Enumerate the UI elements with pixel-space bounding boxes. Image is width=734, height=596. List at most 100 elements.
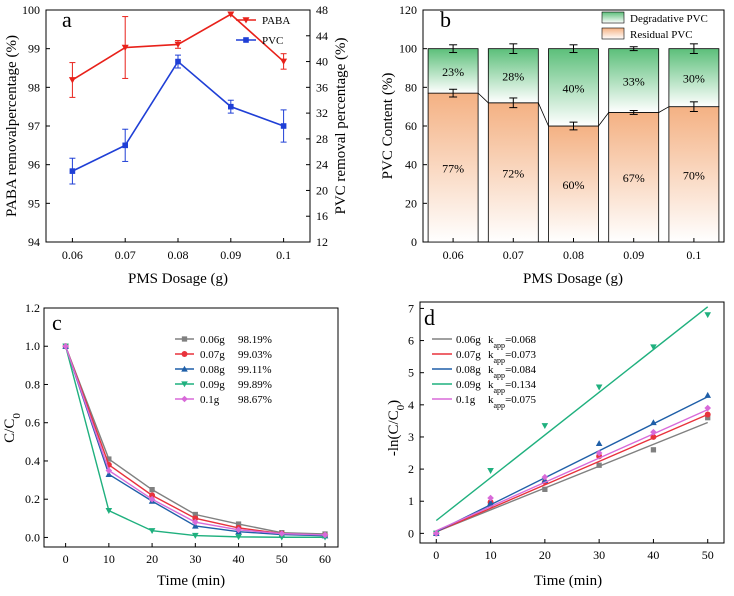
data-label-residual: 70% (683, 168, 705, 182)
data-point (192, 532, 199, 539)
bar-degradative (548, 48, 599, 127)
data-point-paba (68, 77, 76, 84)
y-tick-label: 4 (408, 398, 414, 412)
legend-rate-value: =0.073 (505, 349, 536, 361)
data-label-residual: 77% (442, 162, 464, 176)
legend-marker (242, 17, 250, 24)
bar-connector (537, 102, 549, 127)
y-tick-label: 40 (405, 158, 417, 172)
data-point (278, 530, 286, 537)
data-point-paba (174, 41, 182, 48)
y-tick-label: 5 (408, 366, 414, 380)
x-tick-label: 0.1 (686, 248, 701, 262)
fit-line (436, 413, 708, 533)
plot-frame (419, 301, 725, 544)
data-point (650, 447, 657, 453)
x-axis-label: Time (min) (157, 573, 225, 589)
legend-label: Degradative PVC (630, 13, 708, 25)
chart-b: 0 20 40 60 80 100 120 77% 23% 0.06 72% 28% 0.07 60% 40… (380, 3, 725, 287)
y-tick-label-left: 98 (28, 80, 40, 94)
x-tick-label: 30 (593, 548, 605, 562)
data-point (149, 492, 156, 499)
series-line (64, 346, 326, 538)
bar-degradative (427, 48, 479, 94)
legend-value: 99.89% (238, 379, 272, 391)
legend-marker (181, 381, 188, 388)
data-point (235, 526, 242, 534)
y-tick-label-right: 44 (316, 29, 328, 43)
legend-marker (181, 395, 188, 403)
y-axis-label-left: PABA removalpercentage (%) (4, 35, 20, 217)
chart-a: 94 95 96 97 98 99 100 12 16 20 24 28 32 36 40 44 48 0.06 0… (4, 3, 349, 287)
y-axis-label-end: ) (386, 400, 402, 405)
y-axis-label: C/C0 (2, 413, 23, 443)
data-point (192, 518, 199, 526)
legend-label: PVC (262, 35, 283, 47)
data-point-pvc (122, 142, 128, 149)
x-tick-label: 20 (146, 552, 158, 566)
plot-frame (43, 307, 339, 548)
y-tick-label-left: 99 (28, 42, 40, 56)
panel-label: c (52, 310, 62, 335)
data-label-residual: 72% (502, 166, 524, 180)
legend-rate-subscript: app (494, 371, 506, 380)
x-tick-label: 60 (319, 552, 331, 566)
y-tick-label-right: 24 (316, 158, 328, 172)
fit-line (435, 306, 709, 522)
x-tick-label: 10 (485, 548, 497, 562)
legend-rate: kapp=0.134 (488, 379, 537, 395)
x-tick-label: 0.08 (563, 248, 584, 262)
legend-rate: kapp=0.068 (488, 334, 537, 350)
data-label-degradative: 40% (563, 81, 585, 95)
data-label-degradative: 30% (683, 72, 705, 86)
x-tick-label: 0.09 (623, 248, 644, 262)
legend-marker (181, 351, 188, 357)
y-tick-label-right: 48 (316, 3, 328, 17)
data-label-degradative: 23% (442, 65, 464, 79)
data-label-degradative: 28% (502, 70, 524, 84)
bar-residual (608, 112, 660, 243)
legend-rate-value: =0.068 (505, 334, 536, 346)
chart-d: 0 1 2 3 4 5 6 7 0 10 20 30 40 50 0.06g kapp=0.068 0.07g k… (386, 301, 725, 589)
x-tick-label: 50 (276, 552, 288, 566)
x-axis-label: PMS Dosage (g) (128, 271, 228, 287)
legend-label: 0.08g (456, 364, 481, 376)
y-tick-label: 20 (405, 196, 417, 210)
y-tick-label: 0.6 (25, 416, 40, 430)
data-point (705, 415, 711, 421)
data-point (62, 342, 69, 350)
series-line (64, 346, 326, 537)
legend-rate-subscript: app (494, 356, 506, 365)
panel-label: b (440, 7, 451, 32)
bar-connector (598, 112, 610, 127)
y-axis-label: -ln(C/C0) (386, 400, 407, 456)
data-point (595, 384, 603, 391)
legend-rate-subscript: app (494, 386, 506, 395)
y-tick-label: 0 (411, 235, 417, 249)
x-tick-label: 10 (103, 552, 115, 566)
y-tick-label-right: 36 (316, 80, 328, 94)
data-point (149, 487, 155, 493)
legend-rate: kapp=0.075 (488, 394, 537, 410)
data-point (105, 467, 113, 474)
y-tick-label: 7 (408, 301, 414, 315)
bar-residual (427, 92, 479, 243)
bar-connector (658, 106, 670, 113)
bar-degradative (668, 48, 720, 108)
y-tick-label: 0.8 (25, 377, 40, 391)
data-point (192, 522, 199, 529)
data-point (541, 473, 549, 481)
legend-marker (181, 336, 188, 342)
y-tick-label: 6 (408, 334, 414, 348)
x-tick-label: 0.06 (443, 248, 464, 262)
data-point (487, 494, 494, 502)
data-point-pvc (69, 168, 76, 174)
data-point (487, 468, 494, 474)
y-tick-label-right: 16 (316, 209, 328, 223)
legend-value: 99.11% (238, 364, 272, 376)
panel-label: a (62, 7, 72, 32)
legend-label: 0.07g (456, 349, 481, 361)
data-point-pvc (280, 123, 287, 129)
series-line-pvc (72, 60, 284, 172)
y-tick-label-left: 96 (28, 158, 40, 172)
